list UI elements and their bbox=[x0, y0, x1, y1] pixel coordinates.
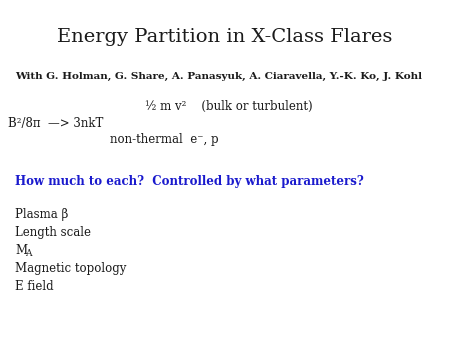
Text: B²/8π  —> 3nkT: B²/8π —> 3nkT bbox=[8, 117, 104, 130]
Text: With G. Holman, G. Share, A. Panasyuk, A. Ciaravella, Y.-K. Ko, J. Kohl: With G. Holman, G. Share, A. Panasyuk, A… bbox=[15, 72, 422, 81]
Text: M: M bbox=[15, 244, 27, 257]
Text: Energy Partition in X-Class Flares: Energy Partition in X-Class Flares bbox=[57, 28, 393, 46]
Text: Plasma β: Plasma β bbox=[15, 208, 68, 221]
Text: How much to each?  Controlled by what parameters?: How much to each? Controlled by what par… bbox=[15, 175, 364, 188]
Text: E field: E field bbox=[15, 280, 54, 293]
Text: Length scale: Length scale bbox=[15, 226, 91, 239]
Text: Magnetic topology: Magnetic topology bbox=[15, 262, 126, 275]
Text: A: A bbox=[25, 249, 32, 258]
Text: non-thermal  e⁻, p: non-thermal e⁻, p bbox=[110, 133, 219, 146]
Text: ½ m v²    (bulk or turbulent): ½ m v² (bulk or turbulent) bbox=[145, 100, 313, 113]
